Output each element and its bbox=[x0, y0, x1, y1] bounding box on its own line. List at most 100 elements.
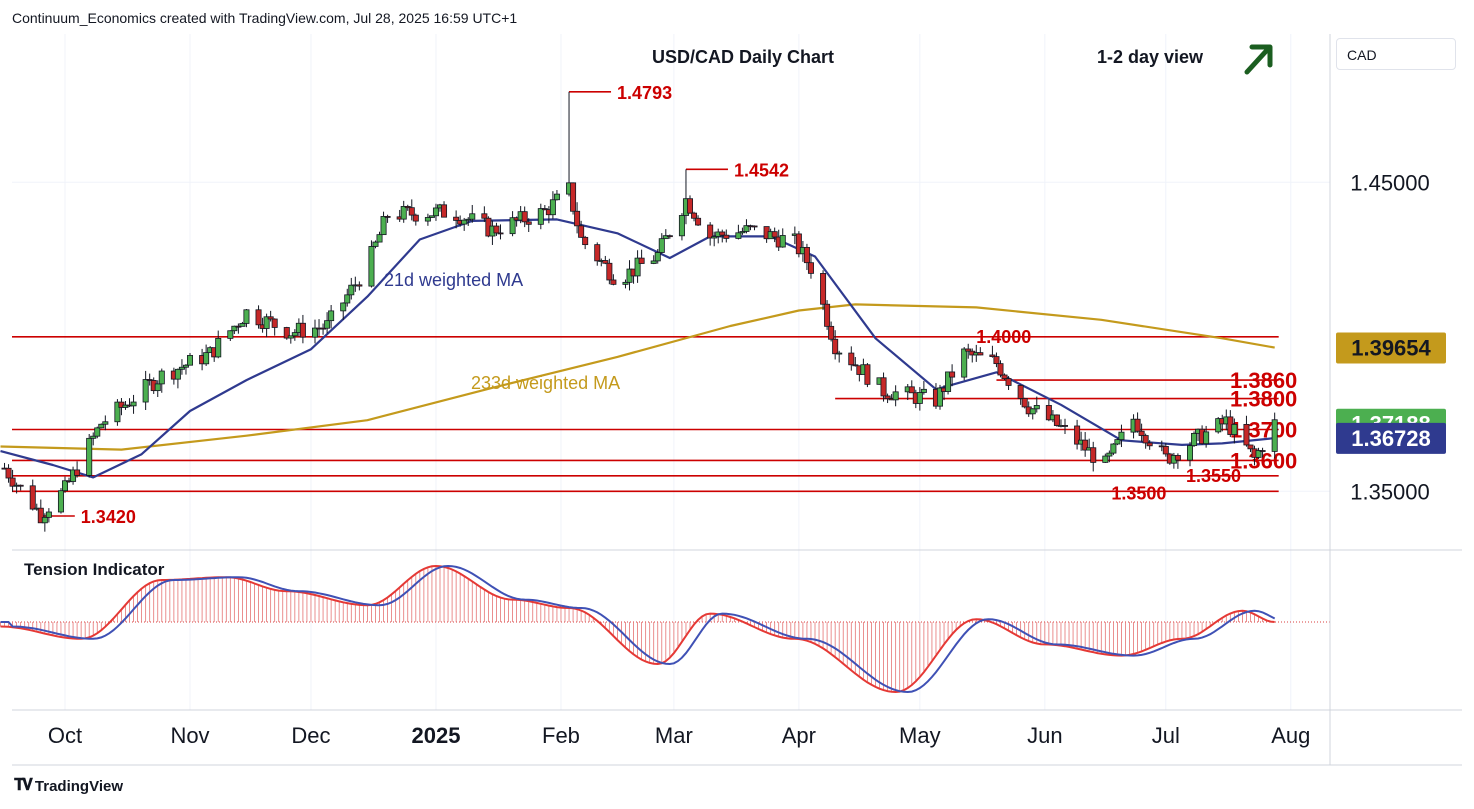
candle-body-up bbox=[287, 335, 294, 339]
candle-body-up bbox=[553, 193, 560, 201]
tradingview-brand[interactable]: 𝐓𝐕 TradingView bbox=[14, 777, 123, 795]
grid bbox=[12, 34, 1330, 710]
candle bbox=[324, 312, 331, 334]
candle-body-up bbox=[94, 427, 101, 437]
candle bbox=[57, 488, 64, 514]
candle-body-down bbox=[707, 224, 714, 239]
candle bbox=[37, 499, 44, 524]
candle-body-down bbox=[1062, 425, 1069, 427]
candle bbox=[666, 234, 673, 239]
candle-body-up bbox=[424, 217, 431, 222]
candle bbox=[937, 384, 944, 410]
candle-body-down bbox=[525, 221, 532, 225]
tension-indicator-pane: Tension Indicator bbox=[0, 560, 1330, 694]
candle-body-down bbox=[493, 225, 500, 234]
candle bbox=[1090, 441, 1097, 472]
candle bbox=[977, 347, 984, 356]
ma-21-path bbox=[0, 218, 1275, 479]
candle-body-down bbox=[824, 303, 831, 327]
candle-body-up bbox=[961, 348, 968, 378]
candle-body-down bbox=[1142, 435, 1149, 444]
candle bbox=[634, 250, 641, 283]
candle bbox=[86, 433, 93, 478]
candle bbox=[537, 203, 544, 230]
x-tick-label: May bbox=[899, 723, 941, 748]
candle bbox=[1255, 447, 1262, 459]
candle-body-down bbox=[997, 363, 1004, 376]
candle-body-up bbox=[98, 423, 105, 429]
candle-body-up bbox=[291, 332, 298, 337]
candle bbox=[864, 363, 871, 388]
candle bbox=[695, 215, 702, 226]
candle-body-down bbox=[820, 272, 827, 305]
candle-body-down bbox=[993, 356, 1000, 365]
candle-body-up bbox=[1191, 432, 1198, 447]
candle bbox=[965, 343, 972, 359]
candle bbox=[622, 279, 629, 289]
candle-body-up bbox=[1102, 455, 1109, 463]
candle bbox=[602, 255, 609, 265]
candle-body-up bbox=[1029, 408, 1036, 415]
candle-body-up bbox=[400, 206, 407, 220]
candle bbox=[328, 304, 335, 329]
candle bbox=[989, 345, 996, 358]
candle-body-down bbox=[1138, 430, 1145, 436]
candle-body-up bbox=[114, 401, 121, 423]
candle-body-up bbox=[1215, 418, 1222, 433]
tradingview-logo-icon: 𝐓𝐕 bbox=[14, 777, 33, 794]
candle bbox=[715, 228, 722, 244]
candle-body-down bbox=[582, 236, 589, 246]
x-tick-label: Aug bbox=[1271, 723, 1310, 748]
candle bbox=[566, 91, 573, 197]
candle-body-up bbox=[1033, 405, 1040, 410]
candle-body-down bbox=[602, 260, 609, 264]
candle-body-up bbox=[654, 252, 661, 262]
candle-body-down bbox=[541, 208, 548, 211]
y-tick-label: 1.45000 bbox=[1350, 170, 1430, 195]
price-tag-label: 1.36728 bbox=[1351, 426, 1431, 451]
candle bbox=[549, 191, 556, 219]
candle bbox=[1138, 423, 1145, 442]
candle bbox=[267, 310, 274, 322]
candle-body-down bbox=[404, 206, 411, 209]
candle bbox=[203, 344, 210, 366]
level-label: 1.3800 bbox=[1230, 387, 1297, 412]
candle-body-down bbox=[299, 322, 306, 338]
candle bbox=[807, 255, 814, 279]
candle-body-down bbox=[594, 244, 601, 262]
candle-body-down bbox=[807, 262, 814, 274]
candle bbox=[114, 399, 121, 426]
candle bbox=[1110, 443, 1117, 456]
candle bbox=[1062, 418, 1069, 435]
candle-body-down bbox=[37, 507, 44, 524]
candle-body-down bbox=[666, 235, 673, 238]
candle-body-up bbox=[743, 225, 750, 232]
candle bbox=[29, 479, 36, 511]
candle-body-up bbox=[622, 281, 629, 285]
candle-body-up bbox=[41, 516, 48, 524]
candle bbox=[461, 217, 468, 231]
price-tag: 1.39654 bbox=[1336, 332, 1446, 364]
candle bbox=[1074, 419, 1081, 450]
candle-body-down bbox=[1053, 414, 1060, 426]
candle bbox=[1231, 418, 1238, 444]
candle bbox=[1162, 443, 1169, 457]
candle-body-up bbox=[428, 215, 435, 218]
currency-selector[interactable]: CAD bbox=[1336, 38, 1456, 70]
candle-body-up bbox=[469, 213, 476, 220]
candle-body-up bbox=[239, 323, 246, 327]
candle bbox=[271, 318, 278, 336]
candle bbox=[1045, 399, 1052, 422]
price-tag-label: 1.39654 bbox=[1351, 335, 1431, 360]
ma-233-path bbox=[0, 303, 1275, 451]
candle-body-down bbox=[880, 377, 887, 397]
candle-body-up bbox=[90, 435, 97, 439]
candle-body-up bbox=[231, 325, 238, 332]
ma-21-label: 21d weighted MA bbox=[384, 270, 523, 290]
candle bbox=[41, 513, 48, 532]
candle-body-up bbox=[739, 231, 746, 234]
candle-body-up bbox=[45, 511, 52, 518]
candle-body-down bbox=[578, 225, 585, 238]
candle bbox=[17, 484, 24, 491]
candle-body-up bbox=[227, 330, 234, 339]
